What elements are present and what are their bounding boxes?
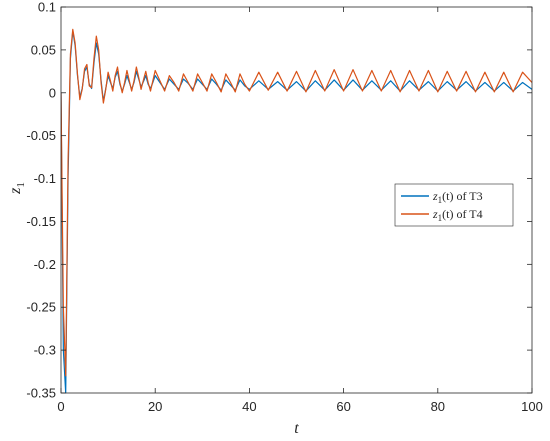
y-tick-label: -0.1 [34,171,56,186]
y-tick-label: -0.2 [34,257,56,272]
y-tick-label: -0.25 [26,300,56,315]
y-tick-label: -0.15 [26,214,56,229]
x-axis-label: t [294,420,299,437]
y-tick-label: -0.05 [26,128,56,143]
y-axis-label: z1 [7,182,27,195]
legend-entry-2: z1(t) of T4 [432,207,483,223]
x-tick-label: 60 [336,399,350,414]
axes-layer: 0 20 40 60 80 100 -0.35 -0.3 -0.25 -0.2 -0.15 -0.1 -… [7,0,543,437]
x-tick-label: 40 [242,399,256,414]
y-tick-label: 0.1 [38,0,56,15]
legend-box [394,183,514,227]
y-tick-label: -0.35 [26,386,56,401]
y-tick-label: -0.3 [34,343,56,358]
legend: z1(t) of T3 z1(t) of T4 [394,183,514,227]
y-tick-label: 0 [49,85,56,100]
legend-entry-1: z1(t) of T3 [432,189,483,205]
plot-frame [60,6,533,394]
series-line-2 [61,28,532,377]
x-tick-label: 20 [148,399,162,414]
y-tick-label: 0.05 [31,42,56,57]
x-tick-label: 80 [431,399,445,414]
x-tick-label: 100 [521,399,543,414]
x-tick-label: 0 [57,399,64,414]
series-layer [61,28,532,393]
